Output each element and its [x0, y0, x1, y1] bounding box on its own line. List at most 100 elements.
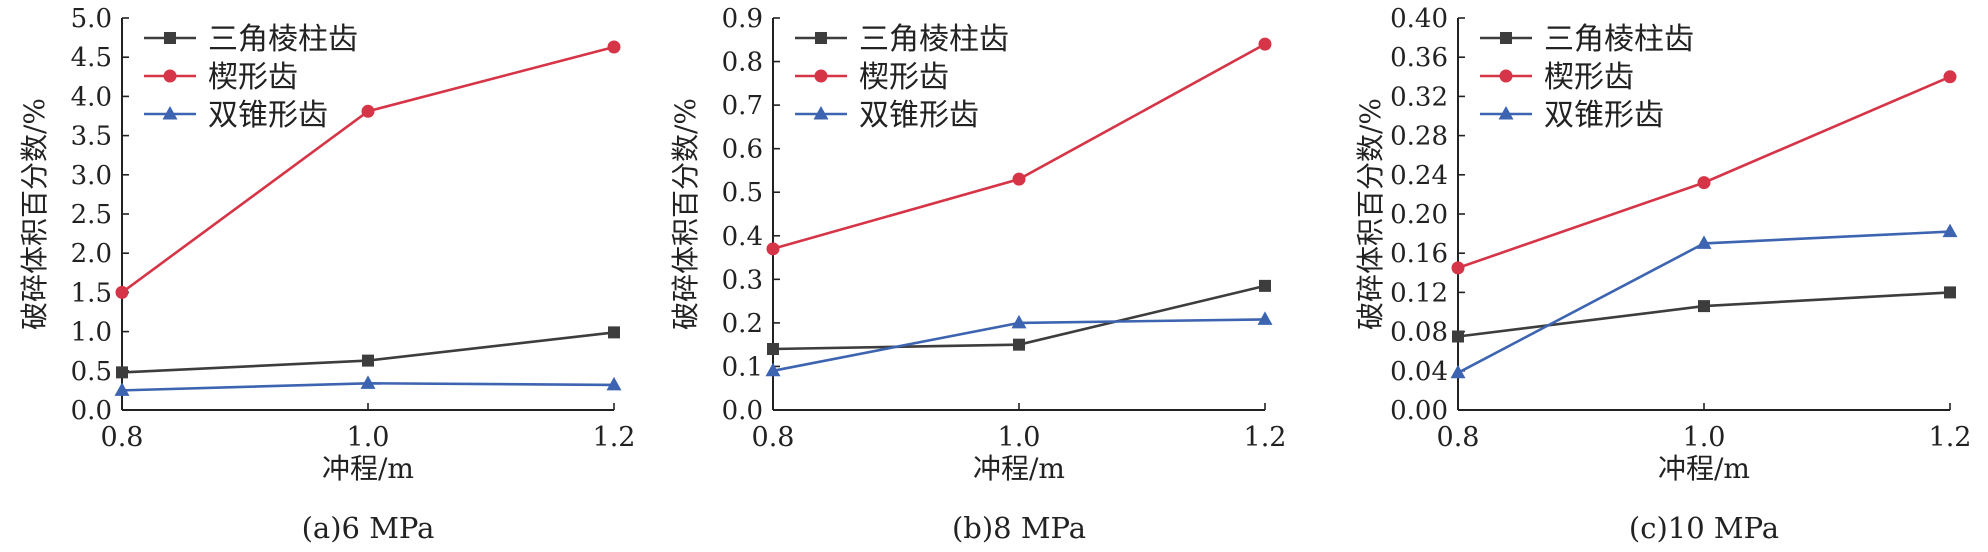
data-point: [1451, 261, 1465, 275]
data-point: [362, 354, 374, 367]
y-tick-label: 0.28: [1390, 122, 1448, 152]
series-2: [115, 40, 621, 299]
y-tick-label: 0.16: [1390, 239, 1448, 269]
data-point: [1697, 176, 1711, 190]
legend-label: 三角棱柱齿: [1544, 22, 1694, 57]
data-point: [1944, 286, 1956, 299]
legend-marker: [1499, 69, 1513, 83]
y-tick-label: 0.20: [1390, 200, 1448, 230]
y-tick-label: 0.9: [722, 4, 763, 34]
panel-caption: (b)8 MPa: [952, 511, 1086, 545]
legend-label: 三角棱柱齿: [208, 22, 358, 57]
data-point: [1258, 37, 1272, 51]
panel-caption: (a)6 MPa: [302, 511, 435, 545]
data-point: [765, 362, 781, 377]
x-tick-label: 1.0: [998, 422, 1041, 453]
y-tick-label: 3.5: [71, 122, 112, 152]
y-tick-label: 0.5: [71, 357, 112, 387]
x-tick-label: 0.8: [101, 422, 144, 453]
data-point: [1942, 223, 1958, 238]
y-tick-label: 0.7: [722, 91, 763, 121]
y-tick-label: 0.0: [722, 396, 763, 426]
series-3: [114, 375, 622, 396]
y-tick-label: 2.5: [71, 200, 112, 230]
y-tick-label: 0.1: [722, 352, 763, 382]
legend-label: 三角棱柱齿: [859, 22, 1009, 57]
data-point: [1943, 70, 1957, 84]
data-point: [1696, 235, 1712, 249]
y-tick-label: 0.8: [722, 48, 763, 78]
data-point: [1259, 279, 1271, 292]
data-point: [1257, 311, 1273, 325]
legend-marker: [1500, 32, 1512, 44]
series-1: [116, 326, 620, 379]
y-axis-title: 破碎体积百分数/%: [1354, 98, 1387, 330]
data-point: [1450, 364, 1466, 379]
x-tick-label: 0.8: [1437, 422, 1480, 453]
data-point: [116, 366, 128, 379]
y-tick-label: 0.0: [71, 396, 112, 426]
series-2: [1451, 70, 1957, 275]
y-tick-label: 0.32: [1390, 82, 1448, 112]
y-tick-label: 0.36: [1390, 43, 1448, 73]
x-axis-title: 冲程/m: [973, 452, 1065, 485]
legend-marker: [164, 32, 176, 44]
series-2: [766, 37, 1272, 256]
legend-label: 楔形齿: [208, 60, 298, 95]
y-tick-label: 4.5: [71, 43, 112, 73]
chart-panel-3: 0.00 0.04 0.08 0.12 0.16 0.20 0.24 0.28 0.32 0.36…: [1354, 4, 1971, 545]
legend-label: 双锥形齿: [1544, 98, 1664, 133]
y-tick-label: 0.6: [722, 135, 763, 165]
x-tick-label: 0.8: [752, 422, 795, 453]
legend-marker: [162, 106, 178, 120]
legend-label: 双锥形齿: [859, 98, 979, 133]
x-tick-label: 1.0: [1683, 422, 1726, 453]
data-point: [114, 382, 130, 396]
y-tick-label: 0.4: [722, 222, 763, 252]
legend-label: 楔形齿: [859, 60, 949, 95]
x-tick-label: 1.2: [1929, 422, 1972, 453]
data-point: [1011, 314, 1027, 329]
y-tick-label: 3.0: [71, 161, 112, 191]
x-axis-title: 冲程/m: [1658, 452, 1750, 485]
y-tick-label: 0.08: [1390, 318, 1448, 348]
legend-marker: [813, 106, 829, 120]
series-1: [1452, 286, 1956, 343]
chart-panel-1: 0.0 0.5 1.0 1.5 2.0 2.5 3.0 3.5 4.0 4.5 5.0 0.8 1.0 1…: [18, 4, 635, 545]
series-1: [767, 279, 1271, 356]
y-tick-label: 1.5: [71, 278, 112, 308]
y-tick-label: 0.04: [1390, 357, 1448, 387]
data-point: [1698, 300, 1710, 313]
legend-label: 楔形齿: [1544, 60, 1634, 95]
data-point: [606, 376, 622, 391]
y-tick-label: 1.0: [71, 318, 112, 348]
data-point: [766, 242, 780, 256]
series-line: [121, 45, 615, 294]
y-axis-title: 破碎体积百分数/%: [18, 98, 51, 330]
x-axis-title: 冲程/m: [322, 452, 414, 485]
chart-panel-2: 0.0 0.1 0.2 0.3 0.4 0.5 0.6 0.7 0.8 0.9 0.8 1.0 1.2 冲…: [669, 4, 1286, 545]
legend-marker: [1498, 106, 1514, 120]
data-point: [1452, 330, 1464, 343]
data-point: [1012, 172, 1026, 186]
y-axis-title: 破碎体积百分数/%: [669, 98, 702, 330]
series-3: [765, 311, 1273, 377]
y-tick-label: 2.0: [71, 239, 112, 269]
series-line: [1457, 291, 1951, 338]
x-tick-label: 1.2: [593, 422, 636, 453]
y-tick-label: 0.5: [722, 178, 763, 208]
x-tick-label: 1.0: [347, 422, 390, 453]
legend-marker: [163, 69, 177, 83]
x-tick-label: 1.2: [1244, 422, 1287, 453]
data-point: [767, 343, 779, 356]
panel-caption: (c)10 MPa: [1629, 511, 1779, 545]
data-point: [361, 104, 375, 118]
data-point: [608, 326, 620, 339]
legend-label: 双锥形齿: [208, 98, 328, 133]
y-tick-label: 0.24: [1390, 161, 1448, 191]
y-tick-label: 0.12: [1390, 278, 1448, 308]
